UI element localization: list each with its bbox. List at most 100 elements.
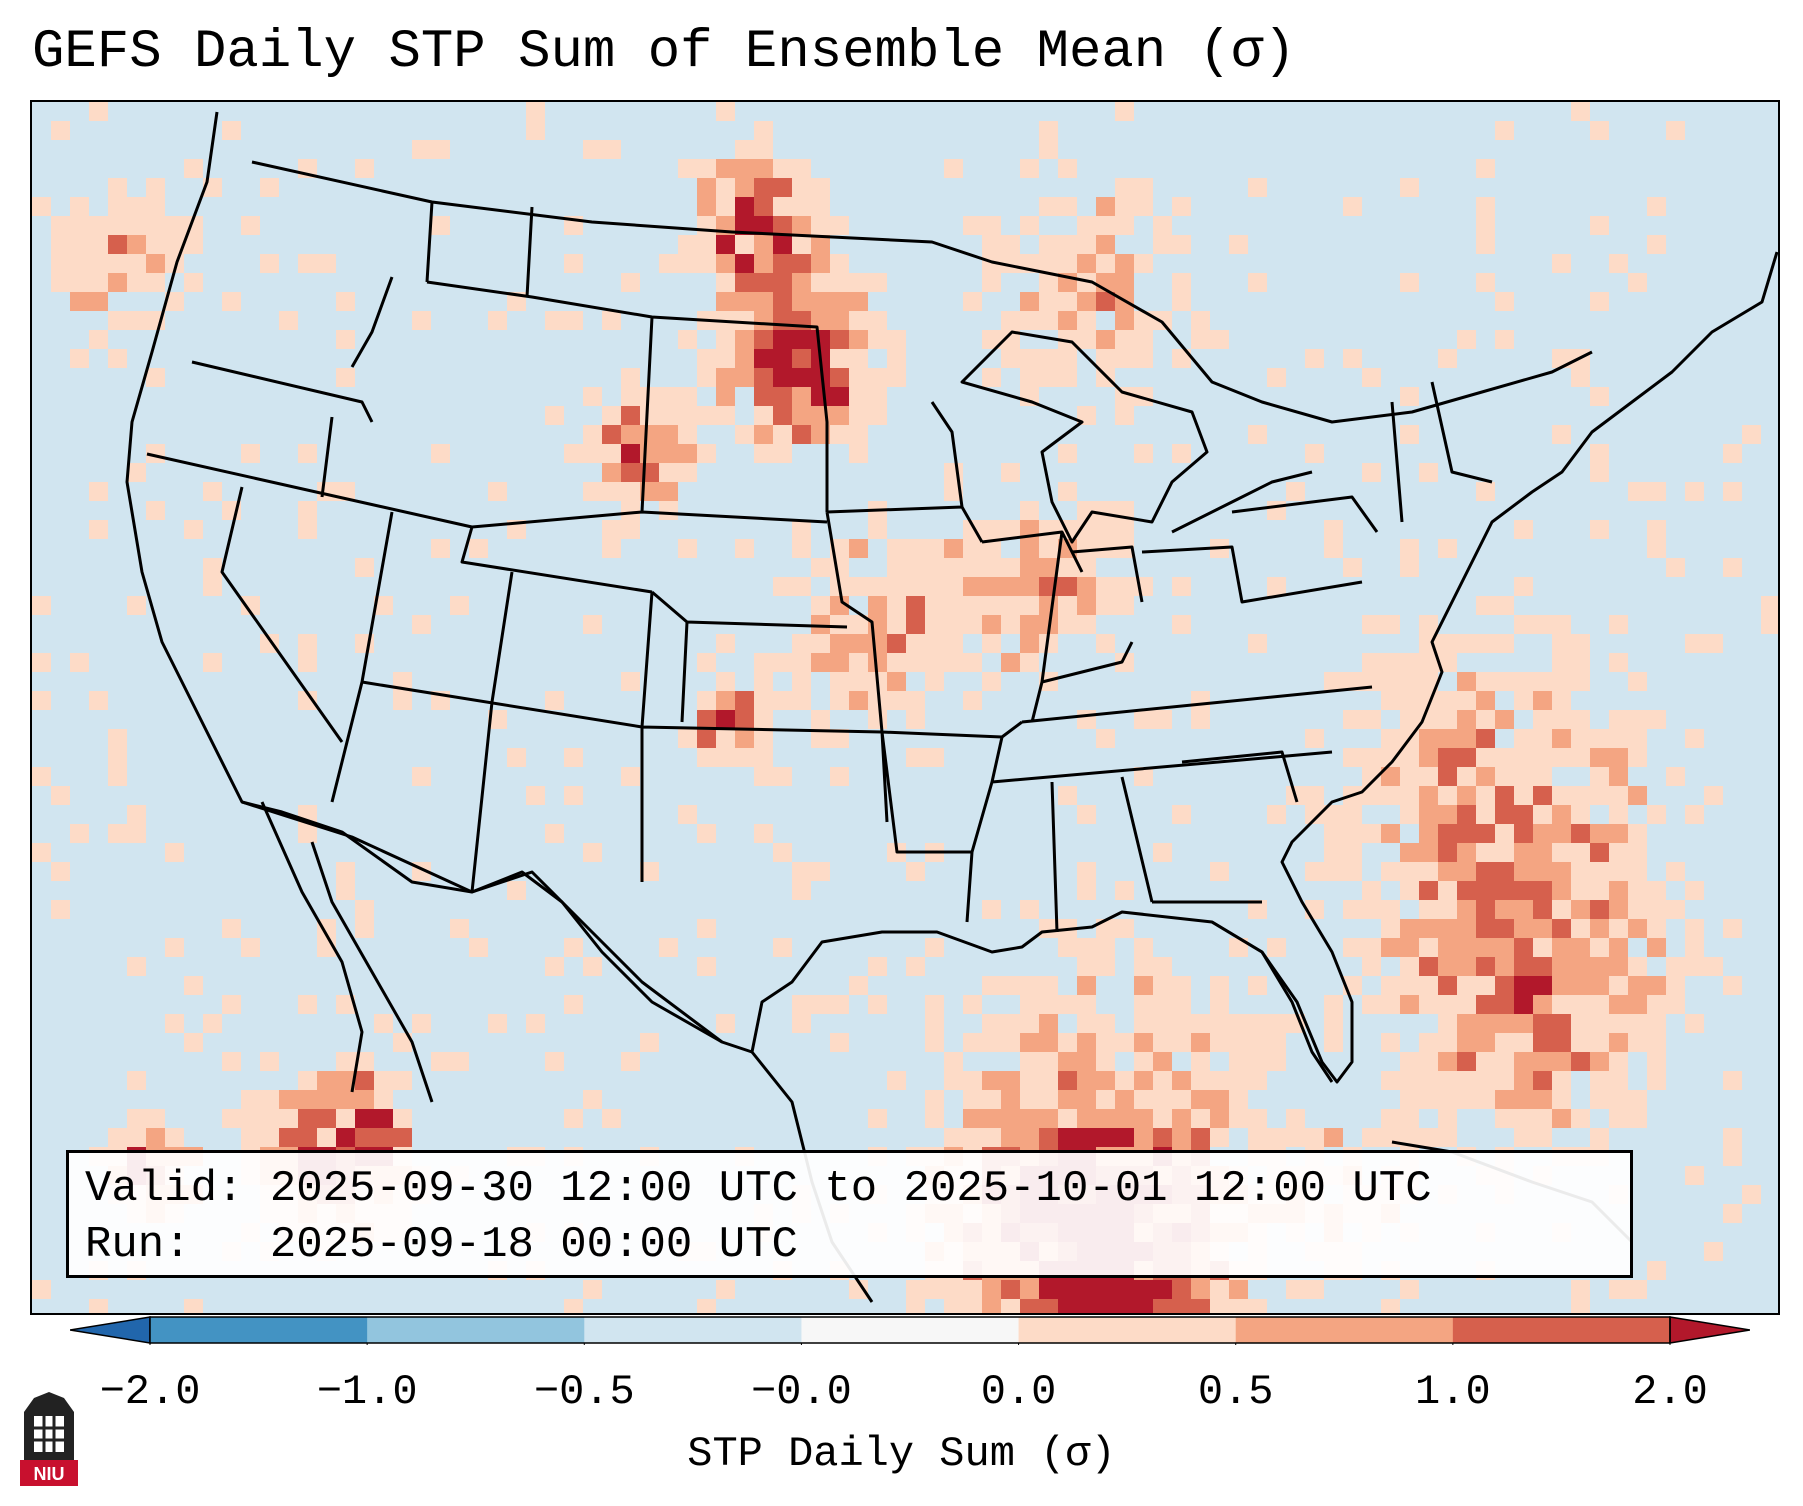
stp-cell (1647, 482, 1666, 501)
stp-cell (1438, 881, 1457, 900)
stp-cell (1457, 976, 1476, 995)
stp-cell (1077, 501, 1096, 520)
stp-cell (1400, 919, 1419, 938)
stp-cell (1134, 1014, 1153, 1033)
stp-cell (830, 729, 849, 748)
stp-cell (1077, 615, 1096, 634)
stp-cell (564, 786, 583, 805)
stp-cell (583, 615, 602, 634)
stp-cell (868, 957, 887, 976)
stp-cell (127, 805, 146, 824)
stp-cell (1742, 425, 1761, 444)
stp-cell (583, 425, 602, 444)
stp-cell (1096, 292, 1115, 311)
stp-cell (1172, 577, 1191, 596)
stp-cell (1628, 672, 1647, 691)
stp-cell (1400, 748, 1419, 767)
stp-cell (887, 615, 906, 634)
stp-cell (1476, 197, 1495, 216)
stp-cell (1533, 824, 1552, 843)
stp-cell (716, 330, 735, 349)
stp-cell (32, 843, 51, 862)
stp-cell (1590, 1052, 1609, 1071)
stp-cell (1457, 634, 1476, 653)
valid-run-info-box: Valid: 2025-09-30 12:00 UTC to 2025-10-0… (66, 1150, 1633, 1278)
stp-cell (1115, 881, 1134, 900)
stp-cell (1609, 1071, 1628, 1090)
stp-cell (1115, 1090, 1134, 1109)
stp-cell (336, 862, 355, 881)
stp-cell (374, 1071, 393, 1090)
stp-cell (1039, 349, 1058, 368)
stp-cell (336, 292, 355, 311)
stp-cell (1381, 748, 1400, 767)
stp-cell (1267, 1014, 1286, 1033)
stp-cell (1096, 197, 1115, 216)
colorbar-segment (801, 1317, 1020, 1343)
stp-cell (1628, 273, 1647, 292)
florida (1211, 920, 1334, 1083)
stp-cell (70, 235, 89, 254)
stp-cell (260, 254, 279, 273)
stp-cell (887, 1071, 906, 1090)
colorbar-extend-low (70, 1316, 151, 1344)
stp-cell (450, 596, 469, 615)
stp-cell (279, 1109, 298, 1128)
stp-cell (773, 178, 792, 197)
stp-cell (1039, 520, 1058, 539)
stp-cell (260, 1128, 279, 1147)
stp-cell (1571, 748, 1590, 767)
stp-cell (1590, 824, 1609, 843)
stp-cell (1495, 824, 1514, 843)
stp-cell (298, 1071, 317, 1090)
stp-cell (146, 273, 165, 292)
stp-cell (1495, 634, 1514, 653)
stp-cell (1305, 805, 1324, 824)
stp-cell (754, 311, 773, 330)
stp-cell (868, 634, 887, 653)
stp-cell (792, 425, 811, 444)
stp-cell (887, 691, 906, 710)
stp-cell (1476, 729, 1495, 748)
stp-cell (1096, 1090, 1115, 1109)
stp-cell (1609, 767, 1628, 786)
stp-cell (1419, 615, 1438, 634)
stp-cell (1115, 1299, 1134, 1313)
colorbar-extend-high (1669, 1316, 1750, 1344)
stp-cell (1457, 691, 1476, 710)
stp-cell (1514, 748, 1533, 767)
stp-cell (849, 368, 868, 387)
stp-cell (1001, 1299, 1020, 1313)
stp-cell (1096, 235, 1115, 254)
stp-cell (1419, 843, 1438, 862)
stp-cell (1457, 957, 1476, 976)
stp-cell (526, 121, 545, 140)
stp-cell (1058, 1033, 1077, 1052)
stp-cell (1324, 862, 1343, 881)
stp-cell (336, 1090, 355, 1109)
stp-cell (1552, 862, 1571, 881)
stp-cell (1324, 520, 1343, 539)
stp-cell (1419, 1033, 1438, 1052)
stp-cell (1514, 1109, 1533, 1128)
stp-cell (1020, 995, 1039, 1014)
stp-cell (1229, 1280, 1248, 1299)
stp-cell (792, 235, 811, 254)
stp-cell (1267, 1128, 1286, 1147)
stp-cell (1419, 862, 1438, 881)
stp-cell (1590, 843, 1609, 862)
stp-cell (1058, 292, 1077, 311)
stp-cell (1343, 558, 1362, 577)
stp-cell (868, 995, 887, 1014)
stp-cell (1590, 976, 1609, 995)
stp-cell (1362, 748, 1381, 767)
stp-cell (1001, 1109, 1020, 1128)
stp-cell (1419, 653, 1438, 672)
stp-cell (1400, 976, 1419, 995)
stp-cell (1096, 1109, 1115, 1128)
stp-cell (1077, 235, 1096, 254)
stp-cell (830, 387, 849, 406)
stp-cell (1609, 881, 1628, 900)
stp-cell (431, 539, 450, 558)
stp-cell (184, 159, 203, 178)
